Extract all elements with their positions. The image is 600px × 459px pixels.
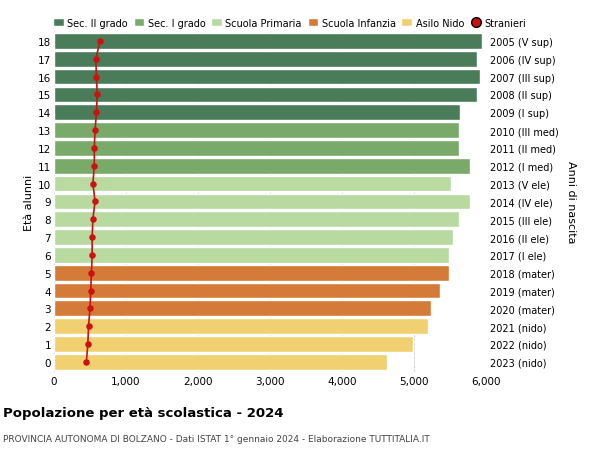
Bar (54, 247, 449, 263)
Bar (54, 123, 460, 139)
Bar (54, 336, 413, 352)
Y-axis label: Anni di nascita: Anni di nascita (566, 161, 575, 243)
Point (95, 38, 105, 45)
Bar (54, 354, 386, 370)
Point (83, 341, 92, 348)
Point (88, 216, 98, 224)
Point (92, 74, 101, 81)
Bar (54, 87, 476, 103)
Bar (54, 194, 470, 210)
Point (92, 92, 102, 99)
Point (82, 358, 91, 366)
Bar (54, 70, 480, 85)
Bar (54, 158, 470, 174)
Text: Popolazione per età scolastica - 2024: Popolazione per età scolastica - 2024 (3, 406, 284, 419)
Point (91, 56, 101, 63)
Point (86, 269, 96, 277)
Point (90, 198, 100, 206)
Point (90, 127, 100, 134)
Bar (54, 34, 482, 50)
Bar (54, 265, 449, 281)
Point (84, 323, 94, 330)
Point (88, 180, 98, 188)
Bar (54, 230, 453, 246)
Point (88, 252, 97, 259)
Point (89, 163, 99, 170)
Bar (54, 141, 458, 157)
Point (86, 287, 95, 295)
Bar (54, 52, 476, 67)
Bar (54, 301, 431, 317)
Point (88, 234, 97, 241)
Bar (54, 105, 460, 121)
Bar (54, 212, 458, 228)
Point (92, 109, 101, 117)
Y-axis label: Età alunni: Età alunni (24, 174, 34, 230)
Legend: Sec. II grado, Sec. I grado, Scuola Primaria, Scuola Infanzia, Asilo Nido, Stran: Sec. II grado, Sec. I grado, Scuola Prim… (54, 19, 526, 29)
Point (85, 305, 95, 312)
Bar (54, 283, 440, 299)
Bar (54, 176, 451, 192)
Point (89, 145, 99, 152)
Text: PROVINCIA AUTONOMA DI BOLZANO - Dati ISTAT 1° gennaio 2024 - Elaborazione TUTTIT: PROVINCIA AUTONOMA DI BOLZANO - Dati IST… (3, 434, 430, 443)
Bar (54, 319, 428, 334)
